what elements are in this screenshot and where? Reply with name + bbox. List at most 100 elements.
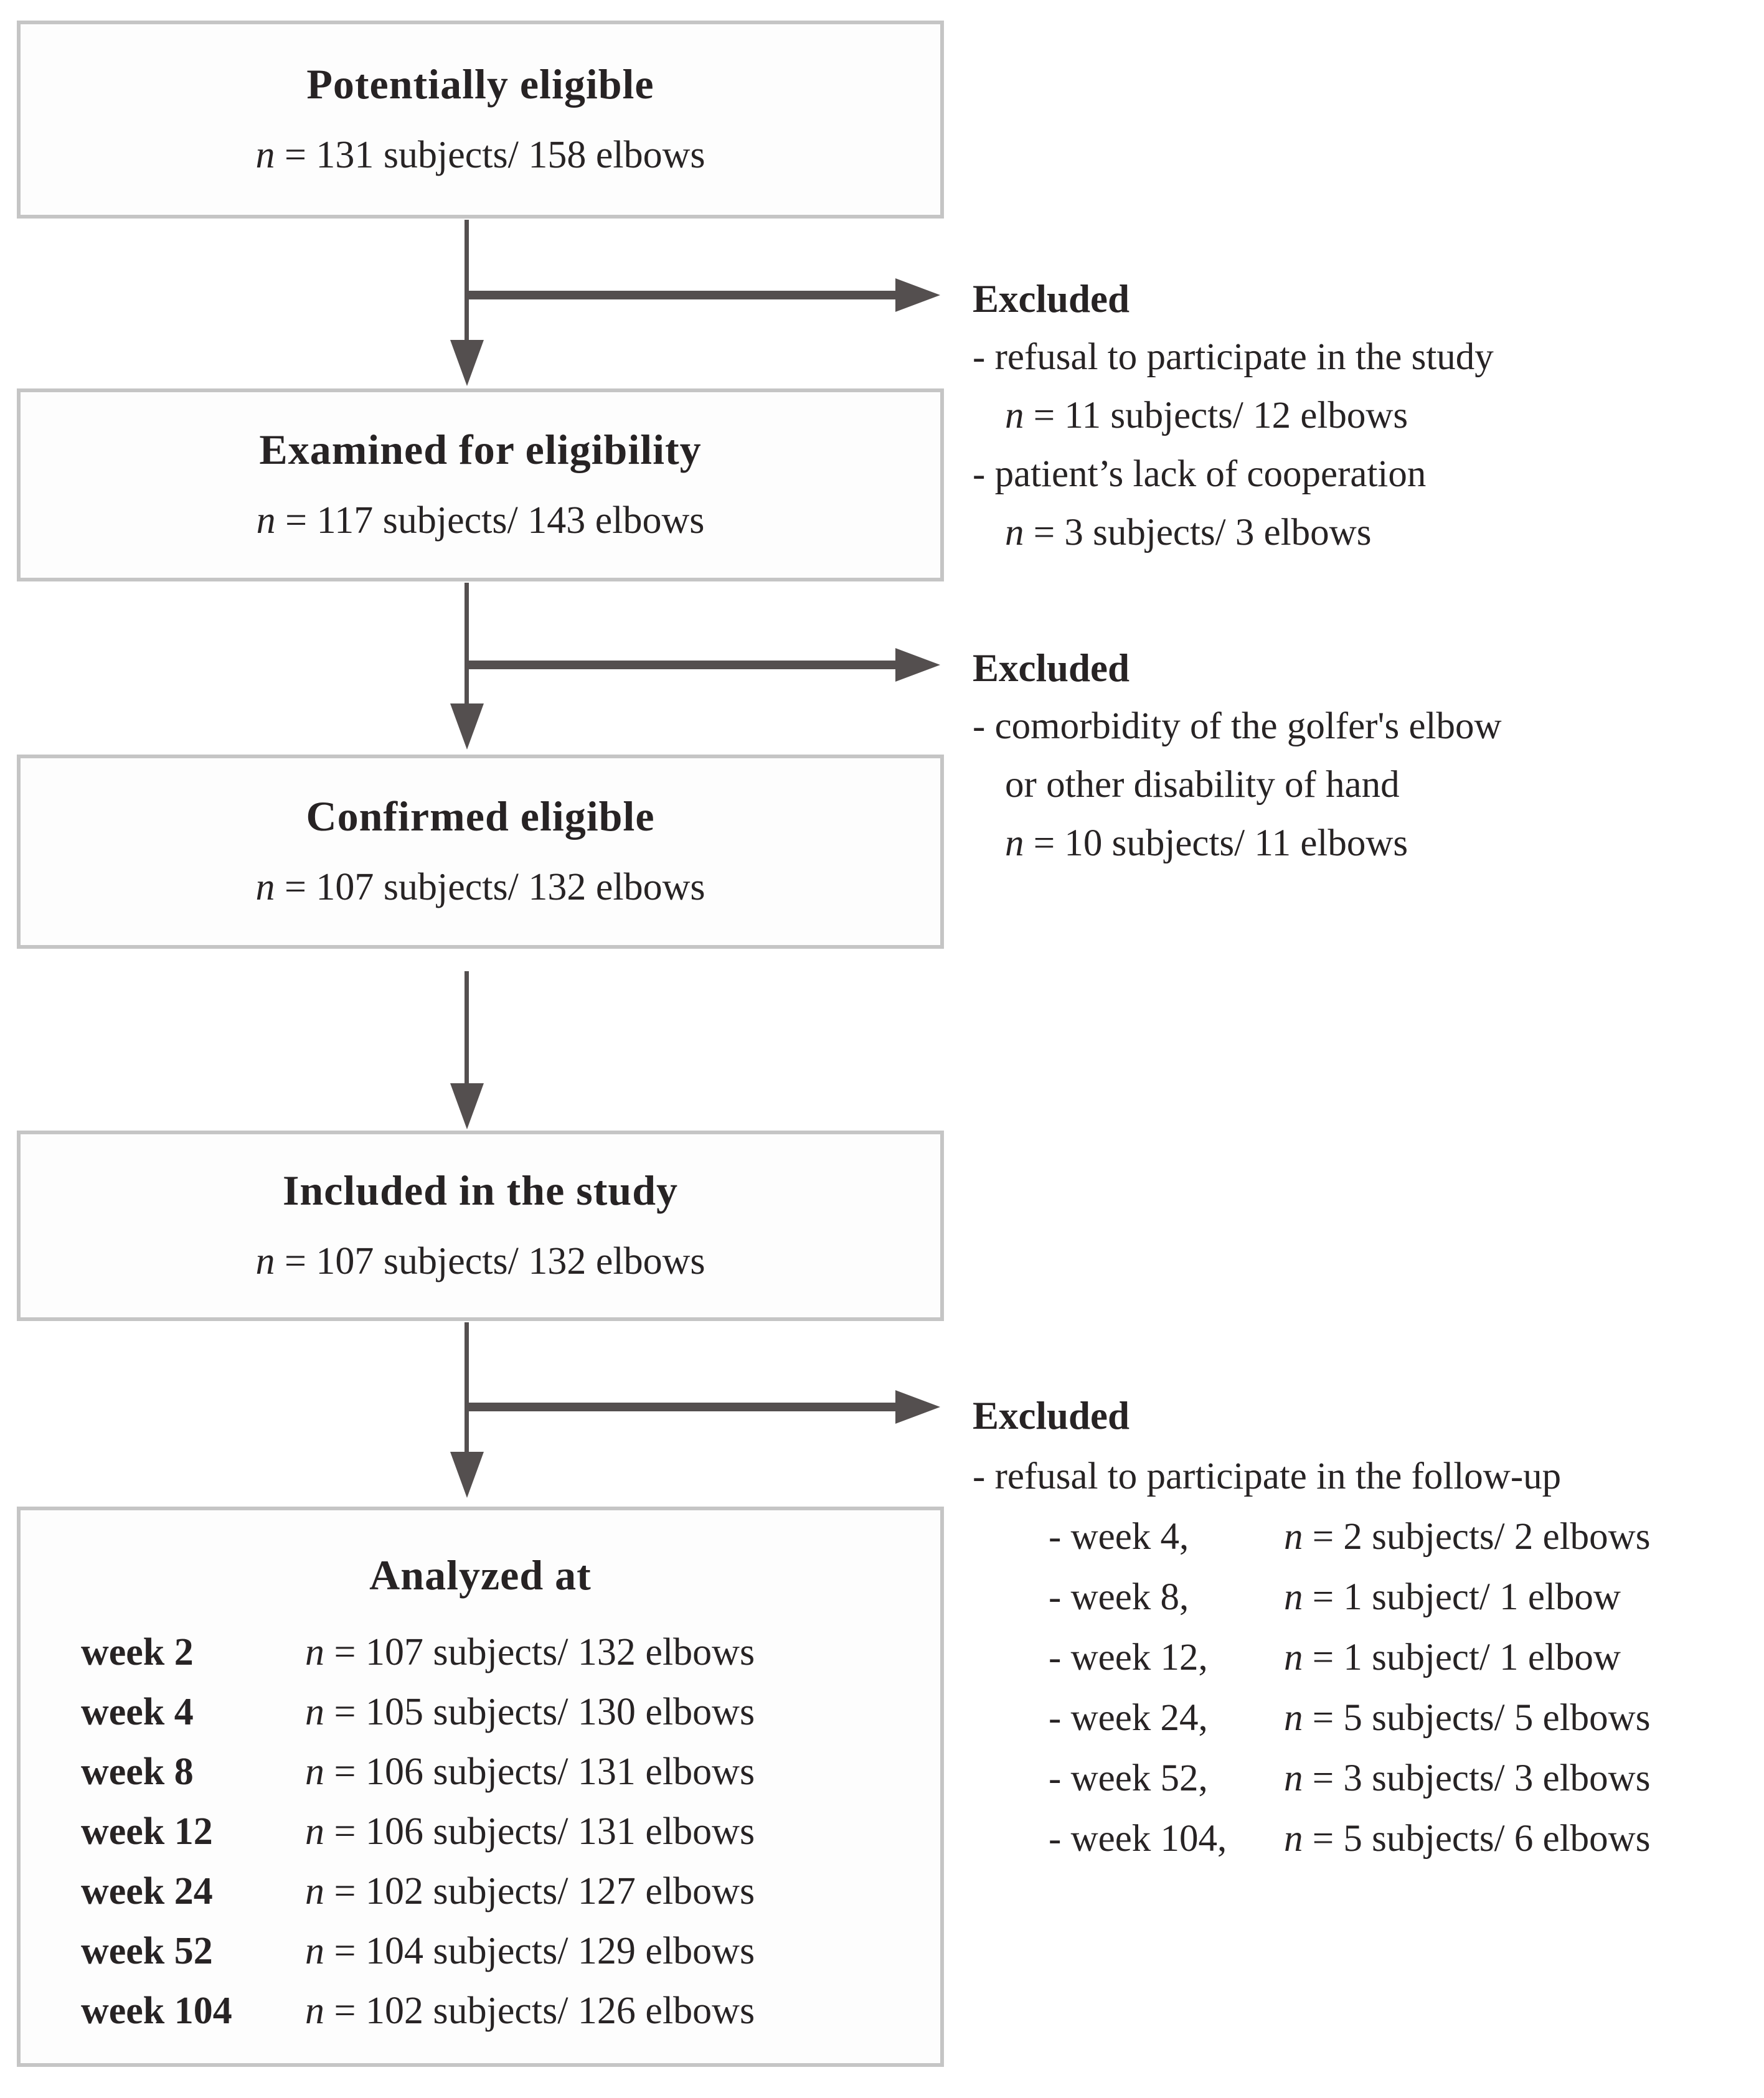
n-symbol: n bbox=[305, 1631, 324, 1673]
excluded-block-2: Excluded - comorbidity of the golfer's e… bbox=[973, 639, 1757, 873]
n-symbol: n bbox=[1284, 1637, 1303, 1678]
n-symbol: n bbox=[256, 499, 276, 542]
excluded-block-3: Excluded - refusal to participate in the… bbox=[973, 1386, 1757, 1869]
excluded-reason: - patient’s lack of cooperation bbox=[973, 453, 1427, 495]
week-label: week 2 bbox=[81, 1631, 194, 1673]
followup-exclusion-rows: - week 4, n = 2 subjects/ 2 elbows - wee… bbox=[1049, 1507, 1757, 1869]
followup-week-label: - week 52, bbox=[1049, 1757, 1208, 1799]
followup-week-label: - week 104, bbox=[1049, 1818, 1227, 1860]
box-count-line: n = 107 subjects/ 132 elbows bbox=[21, 860, 940, 914]
box-title: Analyzed at bbox=[369, 1551, 592, 1599]
n-symbol: n bbox=[305, 1990, 324, 2032]
followup-count: n = 2 subjects/ 2 elbows bbox=[1284, 1507, 1757, 1567]
n-symbol: n bbox=[1284, 1818, 1303, 1860]
branch-arrow-shaft-2 bbox=[467, 661, 897, 669]
excluded-count-line: n = 3 subjects/ 3 elbows bbox=[973, 504, 1757, 562]
excluded-count-line: n = 10 subjects/ 11 elbows bbox=[973, 814, 1757, 873]
down-arrow-shaft-4 bbox=[465, 1322, 469, 1457]
excluded-block-1: Excluded - refusal to participate in the… bbox=[973, 270, 1757, 562]
week-label: week 4 bbox=[81, 1691, 194, 1733]
n-symbol: n bbox=[305, 1930, 324, 1972]
box-title: Examined for eligibility bbox=[259, 426, 702, 473]
week-label: week 24 bbox=[81, 1870, 213, 1912]
flow-box-confirmed-eligible: Confirmed eligible n = 107 subjects/ 132… bbox=[17, 755, 944, 949]
down-arrowhead-icon-1 bbox=[450, 340, 484, 386]
flow-box-analyzed-at: Analyzed at week 2 n = 107 subjects/ 132… bbox=[17, 1507, 944, 2067]
week-label: week 8 bbox=[81, 1751, 194, 1793]
flow-box-included-in-study: Included in the study n = 107 subjects/ … bbox=[17, 1131, 944, 1321]
week-label: week 52 bbox=[81, 1930, 213, 1972]
count-text: = 104 subjects/ 129 elbows bbox=[324, 1930, 755, 1972]
followup-week-label: - week 24, bbox=[1049, 1697, 1208, 1739]
week-count: n = 105 subjects/ 130 elbows bbox=[305, 1682, 940, 1742]
down-arrow-shaft-3 bbox=[465, 971, 469, 1089]
week-count: n = 107 subjects/ 132 elbows bbox=[305, 1622, 940, 1682]
count-text: = 107 subjects/ 132 elbows bbox=[275, 866, 705, 908]
right-arrowhead-icon-3 bbox=[895, 1390, 940, 1424]
followup-count: n = 1 subject/ 1 elbow bbox=[1284, 1627, 1757, 1688]
count-text: = 117 subjects/ 143 elbows bbox=[275, 499, 705, 542]
down-arrowhead-icon-3 bbox=[450, 1083, 484, 1129]
branch-arrow-shaft-1 bbox=[467, 291, 897, 299]
count-text: = 5 subjects/ 6 elbows bbox=[1303, 1818, 1651, 1860]
week-count: n = 102 subjects/ 127 elbows bbox=[305, 1861, 940, 1921]
n-symbol: n bbox=[305, 1751, 324, 1793]
down-arrowhead-icon-4 bbox=[450, 1452, 484, 1498]
n-symbol: n bbox=[305, 1870, 324, 1912]
box-title: Included in the study bbox=[282, 1167, 679, 1214]
n-symbol: n bbox=[1005, 395, 1024, 436]
count-text: = 3 subjects/ 3 elbows bbox=[1024, 512, 1372, 553]
week-label: week 12 bbox=[81, 1810, 213, 1853]
count-text: = 102 subjects/ 127 elbows bbox=[324, 1870, 755, 1912]
n-symbol: n bbox=[1005, 512, 1024, 553]
count-text: = 102 subjects/ 126 elbows bbox=[324, 1990, 755, 2032]
count-text: = 131 subjects/ 158 elbows bbox=[275, 134, 705, 176]
week-count: n = 104 subjects/ 129 elbows bbox=[305, 1921, 940, 1981]
n-symbol: n bbox=[1284, 1516, 1303, 1558]
excluded-count-line: n = 11 subjects/ 12 elbows bbox=[973, 387, 1757, 445]
n-symbol: n bbox=[1284, 1576, 1303, 1618]
box-title: Potentially eligible bbox=[306, 60, 654, 108]
n-symbol: n bbox=[255, 866, 275, 908]
week-count: n = 106 subjects/ 131 elbows bbox=[305, 1742, 940, 1802]
count-text: = 107 subjects/ 132 elbows bbox=[324, 1631, 755, 1673]
week-count: n = 102 subjects/ 126 elbows bbox=[305, 1981, 940, 2041]
excluded-reason-continued: or other disability of hand bbox=[1005, 764, 1400, 806]
flow-box-potentially-eligible: Potentially eligible n = 131 subjects/ 1… bbox=[17, 21, 944, 219]
followup-count: n = 5 subjects/ 6 elbows bbox=[1284, 1809, 1757, 1869]
n-symbol: n bbox=[255, 134, 275, 176]
branch-arrow-shaft-3 bbox=[467, 1403, 897, 1411]
count-text: = 3 subjects/ 3 elbows bbox=[1303, 1757, 1651, 1799]
count-text: = 106 subjects/ 131 elbows bbox=[324, 1810, 755, 1853]
right-arrowhead-icon-2 bbox=[895, 648, 940, 682]
n-symbol: n bbox=[1284, 1697, 1303, 1739]
followup-week-label: - week 4, bbox=[1049, 1516, 1189, 1558]
n-symbol: n bbox=[305, 1691, 324, 1733]
box-count-line: n = 107 subjects/ 132 elbows bbox=[21, 1235, 940, 1288]
count-text: = 107 subjects/ 132 elbows bbox=[275, 1240, 705, 1282]
count-text: = 105 subjects/ 130 elbows bbox=[324, 1691, 755, 1733]
box-count-line: n = 117 subjects/ 143 elbows bbox=[21, 494, 940, 547]
n-symbol: n bbox=[305, 1810, 324, 1853]
excluded-heading: Excluded bbox=[973, 277, 1130, 321]
box-count-line: n = 131 subjects/ 158 elbows bbox=[21, 128, 940, 182]
n-symbol: n bbox=[255, 1240, 275, 1282]
excluded-reason: - refusal to participate in the study bbox=[973, 336, 1494, 378]
analyzed-rows: week 2 n = 107 subjects/ 132 elbows week… bbox=[81, 1622, 940, 2041]
followup-count: n = 1 subject/ 1 elbow bbox=[1284, 1567, 1757, 1627]
count-text: = 10 subjects/ 11 elbows bbox=[1024, 822, 1408, 864]
down-arrow-shaft-1 bbox=[465, 220, 469, 346]
box-title: Confirmed eligible bbox=[306, 793, 655, 840]
excluded-reason: - comorbidity of the golfer's elbow bbox=[973, 705, 1502, 747]
count-text: = 5 subjects/ 5 elbows bbox=[1303, 1697, 1651, 1739]
down-arrow-shaft-2 bbox=[465, 583, 469, 708]
week-label: week 104 bbox=[81, 1990, 232, 2032]
followup-count: n = 3 subjects/ 3 elbows bbox=[1284, 1748, 1757, 1809]
count-text: = 1 subject/ 1 elbow bbox=[1303, 1637, 1621, 1678]
followup-week-label: - week 8, bbox=[1049, 1576, 1189, 1618]
n-symbol: n bbox=[1284, 1757, 1303, 1799]
count-text: = 106 subjects/ 131 elbows bbox=[324, 1751, 755, 1793]
n-symbol: n bbox=[1005, 822, 1024, 864]
count-text: = 11 subjects/ 12 elbows bbox=[1024, 395, 1408, 436]
